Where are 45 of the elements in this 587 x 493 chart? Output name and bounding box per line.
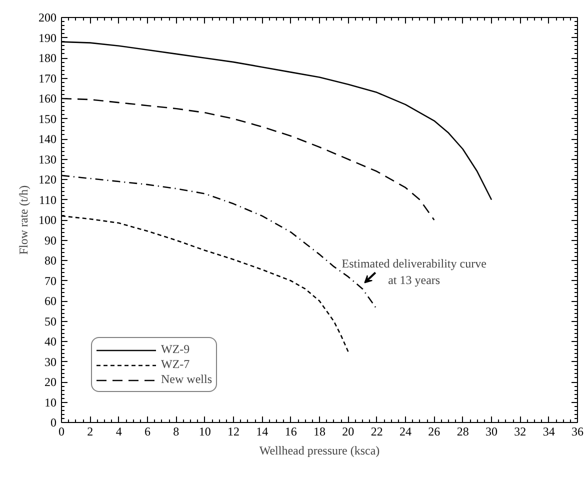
x-tick-label: 10 — [198, 424, 211, 438]
legend-label: WZ-9 — [161, 342, 190, 357]
y-axis-title: Flow rate (t/h) — [16, 185, 30, 255]
legend-label: New wells — [161, 372, 212, 387]
y-tick-label: 120 — [38, 172, 56, 186]
y-tick-label: 110 — [38, 192, 57, 207]
x-tick-label: 12 — [228, 424, 240, 438]
y-tick-label: 60 — [44, 294, 56, 308]
y-tick-label: 150 — [38, 112, 56, 126]
y-tick-label: 10 — [44, 395, 56, 410]
y-tick-label: 170 — [38, 71, 56, 86]
x-tick-label: 18 — [314, 424, 326, 438]
y-tick-label: 80 — [44, 254, 56, 268]
y-tick-label: 200 — [38, 10, 56, 24]
x-tick-label: 30 — [486, 424, 498, 438]
x-tick-label: 32 — [514, 424, 526, 438]
y-tick-label: 100 — [38, 213, 56, 227]
x-tick-label: 2 — [87, 424, 94, 438]
x-tick-label: 36 — [572, 424, 584, 438]
x-axis-title: Wellhead pressure (ksca) — [259, 444, 380, 458]
y-tick-label: 130 — [38, 152, 56, 166]
y-tick-label: 0 — [50, 416, 56, 430]
y-tick-label: 50 — [44, 314, 56, 328]
x-tick-label: 20 — [342, 424, 354, 438]
x-tick-label: 34 — [542, 424, 555, 438]
x-tick-label: 16 — [284, 424, 297, 438]
x-tick-label: 22 — [370, 424, 383, 438]
y-tick-label: 30 — [44, 354, 56, 369]
x-tick-label: 8 — [173, 424, 180, 438]
x-tick-label: 24 — [400, 424, 412, 438]
y-tick-label: 140 — [38, 132, 56, 146]
y-tick-label: 20 — [44, 375, 56, 389]
y-tick-label: 180 — [38, 51, 56, 65]
x-tick-label: 26 — [428, 424, 440, 438]
y-tick-label: 90 — [44, 233, 56, 248]
x-tick-label: 6 — [144, 424, 150, 438]
y-tick-label: 160 — [38, 92, 56, 106]
x-tick-label: 14 — [256, 424, 268, 438]
annotation: Estimated deliverability curve at 13 years — [342, 256, 486, 288]
y-tick-label: 40 — [44, 334, 56, 348]
y-tick-label: 190 — [38, 30, 56, 45]
legend-label: WZ-7 — [161, 357, 190, 372]
x-tick-label: 4 — [116, 424, 122, 438]
x-tick-label: 28 — [456, 424, 469, 438]
y-tick-label: 70 — [44, 274, 56, 288]
